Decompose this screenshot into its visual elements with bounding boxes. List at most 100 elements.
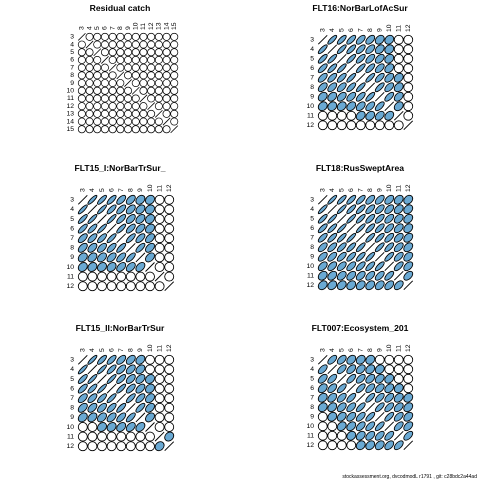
correlation-ellipse xyxy=(139,86,148,95)
correlation-ellipse xyxy=(145,194,155,205)
row-tick-label: 7 xyxy=(310,75,314,82)
correlation-ellipse xyxy=(393,242,404,253)
correlation-ellipse xyxy=(93,40,102,49)
correlation-ellipse xyxy=(403,223,414,234)
correlation-ellipse xyxy=(145,431,155,442)
correlation-ellipse xyxy=(164,252,175,263)
correlation-ellipse xyxy=(393,101,404,112)
correlation-ellipse xyxy=(139,32,148,41)
correlation-ellipse xyxy=(365,44,376,55)
correlation-ellipse xyxy=(100,32,109,41)
correlation-ellipse xyxy=(374,270,385,281)
correlation-ellipse xyxy=(336,34,347,45)
correlation-ellipse xyxy=(327,213,338,224)
cell-diagonal-line xyxy=(355,392,366,403)
correlation-ellipse xyxy=(384,72,395,83)
panel-title: Residual catch xyxy=(90,3,151,13)
correlation-ellipse xyxy=(346,430,357,441)
correlation-ellipse xyxy=(162,125,171,134)
row-tick-label: 11 xyxy=(307,113,314,120)
correlation-ellipse xyxy=(374,430,385,441)
row-tick-label: 4 xyxy=(70,41,74,48)
column-tick-label: 8 xyxy=(367,28,374,32)
row-tick-label: 6 xyxy=(310,225,314,232)
cell-diagonal-line xyxy=(87,364,98,375)
correlation-ellipse xyxy=(108,71,117,80)
correlation-ellipse xyxy=(154,125,163,134)
correlation-ellipse xyxy=(393,63,404,74)
correlation-ellipse xyxy=(346,72,357,83)
correlation-ellipse xyxy=(77,233,88,244)
correlation-ellipse xyxy=(125,431,136,442)
correlation-ellipse xyxy=(346,53,357,64)
correlation-ellipse xyxy=(336,430,347,441)
correlation-ellipse xyxy=(164,223,175,234)
correlation-ellipse xyxy=(108,40,117,49)
correlation-ellipse xyxy=(131,40,140,49)
correlation-ellipse xyxy=(365,101,376,112)
correlation-ellipse xyxy=(355,411,366,422)
correlation-ellipse xyxy=(87,422,98,432)
correlation-ellipse xyxy=(384,204,395,215)
correlation-ellipse xyxy=(403,421,414,432)
correlation-ellipse xyxy=(374,204,385,215)
correlation-ellipse xyxy=(170,109,179,118)
correlation-ellipse xyxy=(106,233,117,244)
column-tick-label: 8 xyxy=(367,348,374,352)
correlation-ellipse xyxy=(365,53,376,64)
correlation-ellipse xyxy=(106,271,117,282)
correlation-ellipse xyxy=(97,412,107,423)
correlation-ellipse xyxy=(135,194,146,205)
column-tick-label: 9 xyxy=(125,26,132,30)
correlation-ellipse xyxy=(384,223,395,234)
correlation-ellipse xyxy=(170,71,179,80)
row-tick-label: 10 xyxy=(66,424,74,431)
correlation-ellipse xyxy=(403,261,414,272)
correlation-ellipse xyxy=(116,281,127,292)
row-tick-label: 14 xyxy=(66,118,74,125)
correlation-ellipse xyxy=(77,412,88,423)
correlation-ellipse xyxy=(384,242,395,253)
correlation-ellipse xyxy=(374,364,385,375)
correlation-ellipse xyxy=(170,94,179,103)
correlation-ellipse xyxy=(393,194,404,205)
row-tick-label: 5 xyxy=(310,56,314,63)
column-tick-label: 5 xyxy=(99,188,106,192)
correlation-ellipse xyxy=(87,281,98,292)
correlation-ellipse xyxy=(327,120,338,131)
correlation-ellipse xyxy=(365,91,376,102)
correlation-ellipse xyxy=(393,402,404,413)
correlation-ellipse xyxy=(97,393,107,404)
row-tick-label: 12 xyxy=(306,442,314,449)
column-tick-label: 5 xyxy=(339,348,346,352)
cell-diagonal-line xyxy=(77,32,86,41)
correlation-ellipse xyxy=(336,421,347,432)
correlation-ellipse xyxy=(164,431,175,442)
correlation-ellipse xyxy=(346,392,357,403)
correlation-ellipse xyxy=(87,233,98,244)
correlation-ellipse xyxy=(336,364,347,375)
row-tick-label: 4 xyxy=(310,46,314,53)
row-tick-label: 3 xyxy=(70,357,74,364)
correlation-ellipse xyxy=(106,252,117,263)
cell-diagonal-line xyxy=(403,440,414,451)
row-tick-label: 11 xyxy=(67,273,74,280)
correlation-ellipse xyxy=(154,32,163,41)
correlation-ellipse xyxy=(100,94,109,103)
correlation-ellipse xyxy=(355,204,366,215)
column-tick-label: 4 xyxy=(329,28,336,32)
correlation-ellipse xyxy=(125,412,136,423)
correlation-ellipse xyxy=(77,242,88,253)
cell-diagonal-line xyxy=(87,204,98,215)
correlation-ellipse xyxy=(147,79,156,88)
correlation-ellipse xyxy=(135,354,146,365)
correlation-ellipse xyxy=(365,373,376,384)
correlation-ellipse xyxy=(393,280,404,291)
correlation-ellipse xyxy=(77,79,86,88)
correlation-ellipse xyxy=(139,63,148,72)
correlation-ellipse xyxy=(403,72,414,83)
correlation-ellipse xyxy=(116,383,127,394)
correlation-ellipse xyxy=(327,72,338,83)
correlation-ellipse xyxy=(317,280,328,291)
correlation-ellipse xyxy=(327,34,338,45)
